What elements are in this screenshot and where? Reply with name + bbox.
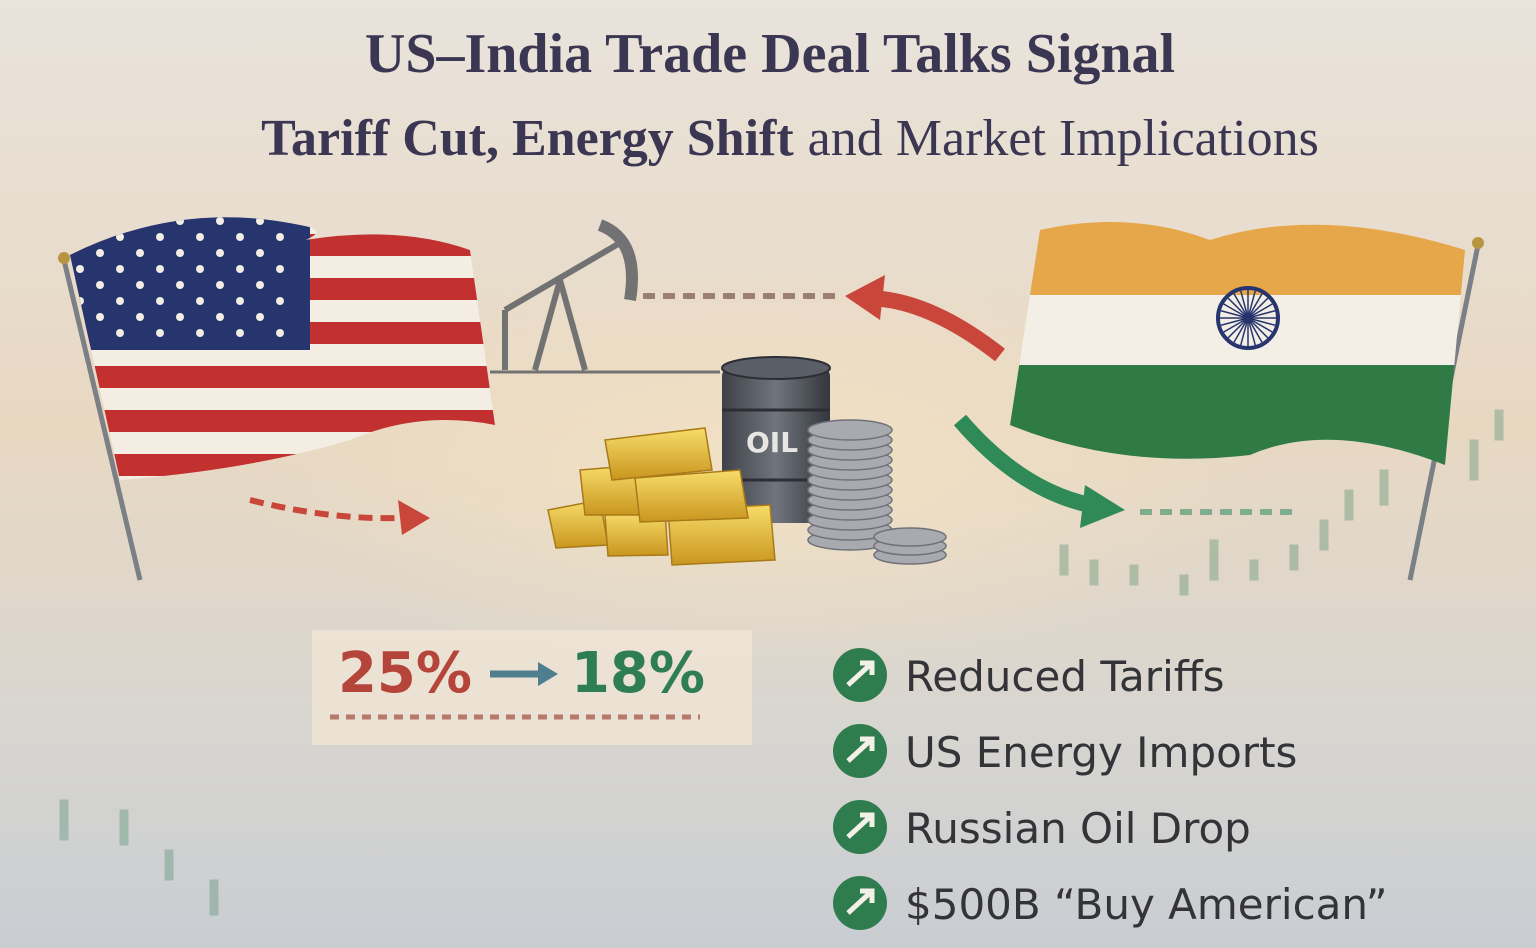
oil-barrel <box>721 356 831 523</box>
gold-bars <box>547 427 776 566</box>
check-arrow <box>846 736 875 763</box>
star <box>196 265 204 273</box>
highlight-text: $500B “Buy American” <box>905 880 1388 929</box>
spoke <box>1247 303 1273 319</box>
spoke <box>1247 290 1256 319</box>
spoke <box>1233 317 1249 343</box>
highlight-list: Reduced Tariffs US Energy Imports Russian … <box>833 648 1388 930</box>
star <box>196 297 204 305</box>
star <box>216 281 224 289</box>
barrel-label: OIL <box>746 426 798 459</box>
flow-arrows <box>249 275 1300 535</box>
spoke <box>1247 317 1263 343</box>
star <box>216 217 224 225</box>
spoke <box>1247 317 1256 346</box>
pumpjack <box>490 219 720 374</box>
star <box>136 281 144 289</box>
star <box>156 297 164 305</box>
star <box>196 233 204 241</box>
subtitle-regular: and Market Implications <box>808 110 1319 167</box>
highlight-text: Russian Oil Drop <box>905 804 1251 853</box>
spoke <box>1223 317 1249 333</box>
star <box>276 233 284 241</box>
tariff-from: 25% <box>338 641 472 706</box>
india-flag <box>1010 222 1484 581</box>
candlesticks <box>59 409 1504 916</box>
star <box>156 329 164 337</box>
spoke <box>1227 317 1249 339</box>
spoke <box>1227 297 1249 319</box>
star <box>176 281 184 289</box>
check-arrow <box>846 888 875 915</box>
spoke <box>1220 317 1249 326</box>
star <box>76 265 84 273</box>
star <box>236 297 244 305</box>
star <box>276 265 284 273</box>
star <box>236 329 244 337</box>
star <box>236 233 244 241</box>
spoke <box>1247 297 1269 319</box>
star <box>216 249 224 257</box>
highlight-text: US Energy Imports <box>905 728 1297 777</box>
check-arrow <box>846 812 875 839</box>
spoke <box>1233 293 1249 319</box>
star <box>196 329 204 337</box>
spoke <box>1247 317 1273 333</box>
tariff-arrow <box>330 662 700 720</box>
star <box>96 281 104 289</box>
star <box>256 313 264 321</box>
coin <box>873 527 947 547</box>
highlight-text: Reduced Tariffs <box>905 652 1225 701</box>
star <box>256 281 264 289</box>
spoke <box>1223 303 1249 319</box>
star <box>276 297 284 305</box>
spoke <box>1240 317 1249 346</box>
spoke <box>1240 290 1249 319</box>
subtitle-line: Tariff Cut, Energy Shift and Market Impli… <box>261 110 1319 167</box>
subtitle-bold: Tariff Cut, Energy Shift <box>261 110 794 167</box>
spoke <box>1247 310 1276 319</box>
star <box>216 313 224 321</box>
star <box>176 249 184 257</box>
spoke <box>1247 317 1269 339</box>
star <box>116 233 124 241</box>
star <box>116 265 124 273</box>
title-line: US–India Trade Deal Talks Signal <box>365 23 1175 85</box>
tariff-to: 18% <box>571 641 705 706</box>
tariff-panel <box>312 630 752 745</box>
star <box>156 265 164 273</box>
spoke <box>1247 317 1276 326</box>
spoke <box>1220 310 1249 319</box>
star <box>156 233 164 241</box>
star <box>96 249 104 257</box>
star <box>136 313 144 321</box>
check-arrow <box>846 660 875 687</box>
star <box>256 249 264 257</box>
star <box>276 329 284 337</box>
spoke <box>1247 293 1263 319</box>
star <box>136 249 144 257</box>
star <box>116 329 124 337</box>
star <box>176 313 184 321</box>
star <box>116 297 124 305</box>
coins <box>807 419 947 565</box>
star <box>96 313 104 321</box>
star <box>236 265 244 273</box>
coin <box>807 419 893 441</box>
